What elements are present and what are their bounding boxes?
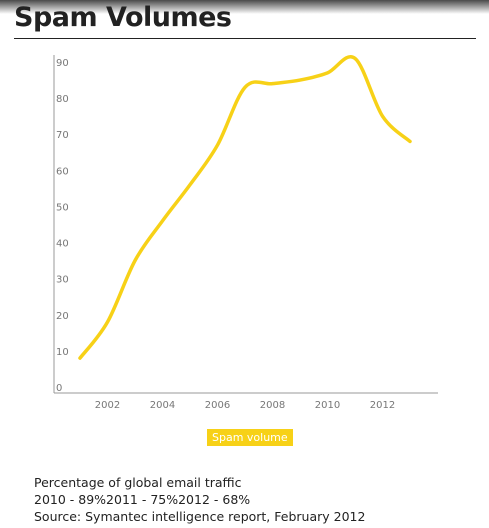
x-tick-label: 2010 — [315, 400, 340, 411]
series-line-spam-volume — [78, 55, 412, 360]
y-tick-label: 70 — [56, 130, 69, 141]
caption-description: Percentage of global email traffic — [34, 475, 242, 490]
x-tick-label: 2004 — [150, 400, 175, 411]
caption-values: 2010 - 89%2011 - 75%2012 - 68% — [34, 492, 251, 507]
chart-axes — [53, 55, 438, 394]
y-tick-label: 10 — [56, 347, 69, 358]
y-tick-label: 80 — [56, 94, 69, 105]
y-tick-label: 0 — [56, 383, 62, 394]
y-tick-label: 90 — [56, 58, 69, 69]
spam-volume-chart: 0 10 20 30 40 50 60 70 80 90 2002 2004 2006 2008 2010… — [53, 55, 438, 411]
caption-source: Source: Symantec intelligence report, Fe… — [34, 509, 366, 524]
y-axis-ticks: 0 10 20 30 40 50 60 70 80 90 — [56, 58, 69, 394]
y-tick-label: 20 — [56, 311, 69, 322]
header-shadow — [0, 0, 489, 14]
x-axis-ticks: 2002 2004 2006 2008 2010 2012 — [95, 400, 395, 411]
x-tick-label: 2008 — [260, 400, 285, 411]
title-divider — [14, 38, 476, 39]
y-tick-label: 40 — [56, 239, 69, 250]
legend-spam-volume[interactable]: Spam volume — [207, 429, 293, 446]
series-layer — [78, 55, 412, 360]
chart-caption: Percentage of global email traffic 2010 … — [34, 474, 365, 525]
y-tick-label: 60 — [56, 166, 69, 177]
y-tick-label: 30 — [56, 275, 69, 286]
page-title: Spam Volumes — [14, 2, 232, 33]
x-tick-label: 2006 — [205, 400, 230, 411]
x-tick-label: 2012 — [370, 400, 395, 411]
y-tick-label: 50 — [56, 202, 69, 213]
x-tick-label: 2002 — [95, 400, 120, 411]
